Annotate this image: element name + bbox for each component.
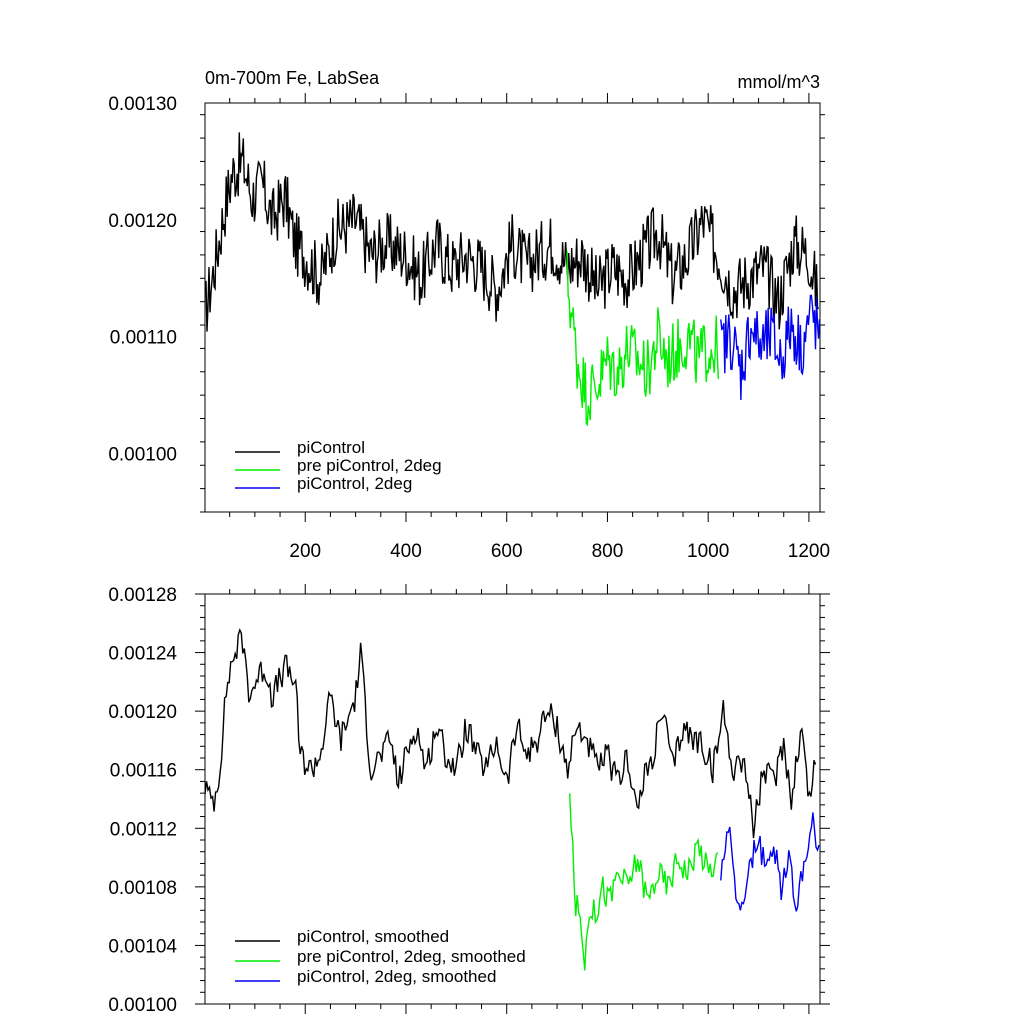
x-tick-label: 800 [592,541,624,562]
y-tick-label: 0.00130 [108,94,177,115]
units-label: mmol/m^3 [738,72,820,92]
x-tick-label: 600 [491,541,523,562]
series-line-2 [569,793,719,971]
legend-label-2: pre piControl, 2deg, smoothed [297,947,526,966]
x-tick-label: 200 [289,541,321,562]
y-tick-label: 0.00120 [108,211,177,232]
chart-title: 0m-700m Fe, LabSea [205,68,380,88]
y-tick-label: 0.00104 [108,936,177,957]
x-tick-label: 1200 [788,541,830,562]
panel-2: 0.00100 0.00104 0.00108 0.00112 0.00116 0.001… [108,584,830,1016]
y-tick-label: 0.00100 [108,995,177,1016]
legend-label-1: piControl, smoothed [297,927,449,946]
x-tick-label: 1000 [687,541,729,562]
y-tick-label: 0.00124 [108,644,177,665]
panel-1: 200 400 600 800 1000 1200 0.00100 0.00110 0.0012… [108,68,830,562]
series-line-3 [720,812,820,912]
series-line-3 [720,294,820,401]
y-tick-label: 0.00112 [110,819,177,840]
y-tick-label: 0.00116 [110,761,177,782]
y-tick-label: 0.00108 [108,878,177,899]
x-tick-label: 400 [390,541,422,562]
y-tick-label: 0.00110 [110,328,177,349]
y-tick-label: 0.00100 [108,445,177,466]
plot-frame [204,102,821,513]
series-line-1 [205,628,817,839]
legend-label-3: piControl, 2deg, smoothed [297,967,496,986]
series-line-2 [566,251,719,427]
y-tick-label: 0.00120 [108,702,177,723]
legend-label-3: piControl, 2deg [297,474,412,493]
legend-label-1: piControl [297,438,365,457]
legend-label-2: pre piControl, 2deg [297,456,442,475]
y-tick-label: 0.00128 [108,585,177,606]
series-line-1 [205,132,820,332]
plot-frame [204,593,821,1005]
